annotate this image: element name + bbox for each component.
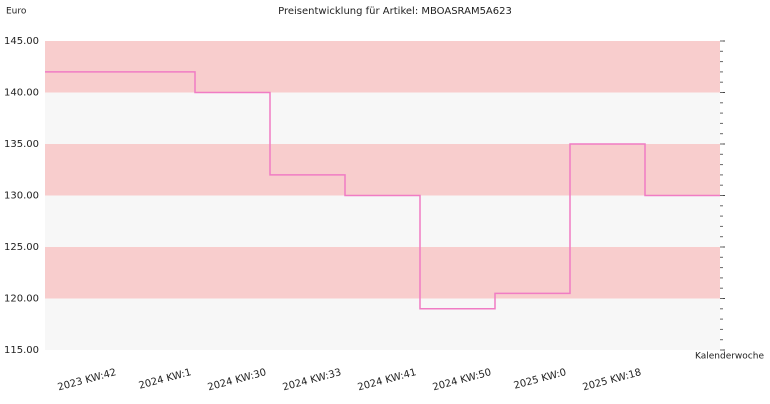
chart-title: Preisentwicklung für Artikel: MBOASRAM5A… <box>278 6 512 17</box>
band <box>45 195 720 247</box>
y-tick-label: 125.00 <box>4 242 39 253</box>
x-tick-label: 2024 KW:1 <box>138 367 193 392</box>
band <box>45 298 720 350</box>
y-axis-label: Euro <box>6 7 27 17</box>
x-tick-label: 2024 KW:50 <box>432 367 493 393</box>
band <box>45 41 720 93</box>
x-tick-label: 2025 KW:18 <box>582 367 643 393</box>
y-tick-label: 115.00 <box>4 345 39 356</box>
y-tick-label: 145.00 <box>4 36 39 47</box>
x-tick-label: 2024 KW:30 <box>207 367 268 393</box>
y-tick-label: 140.00 <box>4 88 39 99</box>
y-tick-label: 135.00 <box>4 139 39 150</box>
x-tick-label: 2023 KW:42 <box>57 367 118 393</box>
band <box>45 247 720 299</box>
x-tick-label: 2025 KW:0 <box>513 367 568 392</box>
band <box>45 144 720 196</box>
price-line <box>45 71 720 310</box>
x-tick-label: 2024 KW:33 <box>282 367 343 393</box>
x-tick-label: 2024 KW:41 <box>357 367 418 393</box>
y-tick-label: 120.00 <box>4 294 39 305</box>
x-axis-label: Kalenderwoche <box>695 352 764 362</box>
y-tick-label: 130.00 <box>4 191 39 202</box>
band <box>45 92 720 144</box>
